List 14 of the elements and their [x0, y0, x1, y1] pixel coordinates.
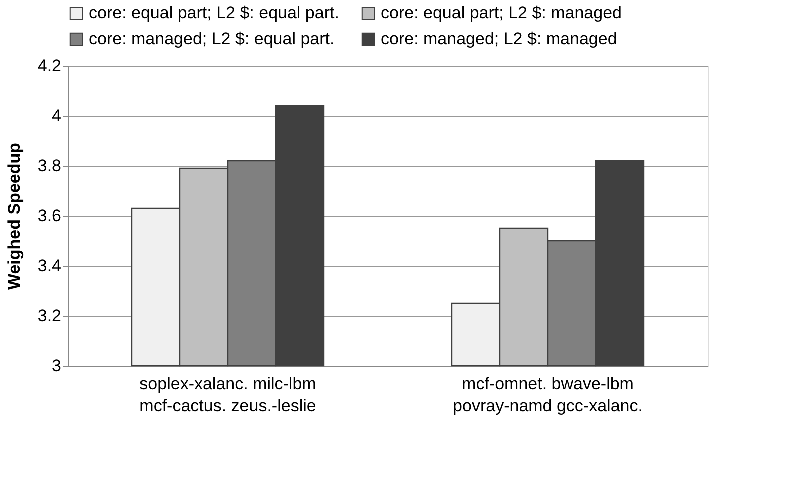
- y-tick-label: 3.2: [38, 306, 62, 326]
- legend-label: core: equal part; L2 $: equal part.: [89, 4, 340, 23]
- legend-label: core: equal part; L2 $: managed: [381, 4, 622, 23]
- legend-label: core: managed; L2 $: managed: [381, 30, 618, 48]
- y-tick-label: 3.4: [38, 256, 62, 276]
- legend-label: core: managed; L2 $: equal part.: [89, 30, 335, 48]
- y-tick-label: 3.6: [38, 206, 62, 226]
- y-tick-label: 3.8: [38, 156, 62, 176]
- y-axis-title: Weighed Speedup: [4, 142, 24, 290]
- y-tick-label: 4: [52, 106, 62, 126]
- y-tick-label: 3: [52, 356, 62, 376]
- y-tick-label: 4.2: [38, 56, 62, 76]
- x-tick-label: mcf-omnet. bwave-lbm povray-namd gcc-xalanc.: [453, 374, 643, 416]
- x-tick-label: soplex-xalanc. milc-lbm mcf-cactus. zeus.-leslie: [140, 374, 316, 416]
